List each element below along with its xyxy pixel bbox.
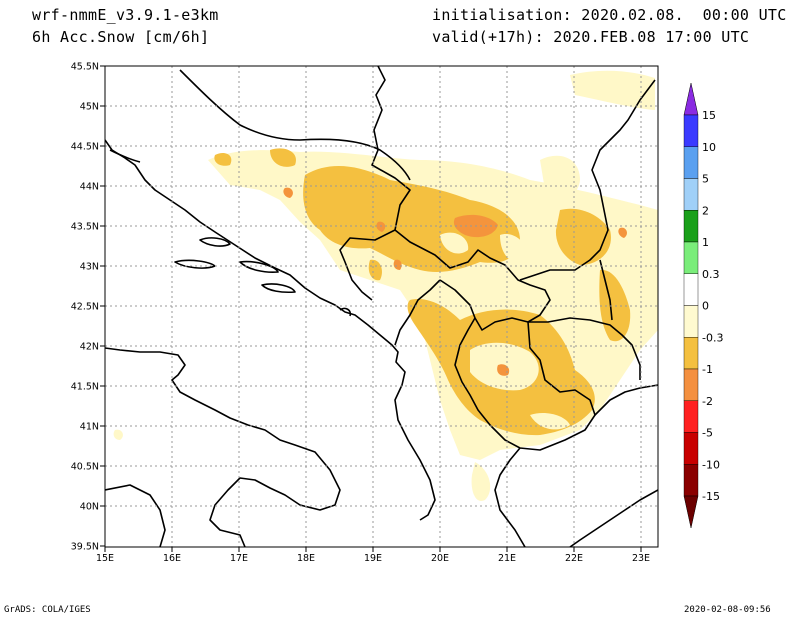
longitude-labels: 15E 16E 17E 18E 19E 20E 21E 22E 23E	[96, 547, 650, 564]
colorbar-label: 10	[702, 141, 716, 154]
colorbar-bin	[683, 178, 699, 211]
colorbar-label: -1	[702, 363, 713, 376]
colorbar-bin	[683, 368, 699, 401]
lon-label: 19E	[364, 553, 382, 564]
colorbar-bin	[683, 210, 699, 243]
colorbar-bin	[683, 305, 699, 338]
lat-label: 40.5N	[71, 462, 99, 473]
lat-label: 45N	[80, 102, 99, 113]
colorbar-label: 1	[702, 236, 709, 249]
colorbar-label: 5	[702, 173, 709, 186]
snow-field	[113, 70, 658, 501]
colorbar-bin	[683, 337, 699, 370]
lat-label: 43.5N	[71, 222, 99, 233]
field-title: 6h Acc.Snow [cm/6h]	[32, 28, 210, 46]
colorbar-label: -5	[702, 427, 713, 440]
colorbar-bin	[683, 114, 699, 147]
lon-label: 18E	[297, 553, 315, 564]
footer-timestamp: 2020-02-08-09:56	[684, 605, 771, 615]
lon-label: 22E	[565, 553, 583, 564]
lon-label: 17E	[230, 553, 248, 564]
lat-label: 40N	[80, 502, 99, 513]
colorbar-bin	[683, 146, 699, 179]
footer-credit: GrADS: COLA/IGES	[4, 605, 91, 615]
lat-label: 44.5N	[71, 142, 99, 153]
lat-label: 41.5N	[71, 382, 99, 393]
colorbar-bottom-arrow	[683, 495, 699, 529]
colorbar-label: 2	[702, 204, 709, 217]
lon-label: 20E	[431, 553, 449, 564]
lat-label: 42.5N	[71, 302, 99, 313]
colorbar-label: -2	[702, 395, 713, 408]
lon-label: 15E	[96, 553, 114, 564]
colorbar-label: -10	[702, 458, 720, 471]
model-title: wrf-nmmE_v3.9.1-e3km	[32, 6, 219, 24]
lat-label: 43N	[80, 262, 99, 273]
colorbar-label: 15	[702, 109, 716, 122]
colorbar-label: 0	[702, 300, 709, 313]
valid-time: valid(+17h): 2020.FEB.08 17:00 UTC	[432, 28, 750, 46]
lon-label: 16E	[163, 553, 181, 564]
colorbar-label: -15	[702, 490, 720, 503]
lat-label: 39.5N	[71, 542, 99, 553]
lat-label: 42N	[80, 342, 99, 353]
colorbar-bin	[683, 400, 699, 433]
lat-label: 44N	[80, 182, 99, 193]
colorbar-label: 0.3	[702, 268, 720, 281]
colorbar-bin	[683, 241, 699, 274]
colorbar: 15 10 5 2 1 0.3 0 -0.3 -1 -2 -5 -10 -15	[683, 82, 723, 529]
latitude-labels: 45.5N 45N 44.5N 44N 43.5N 43N 42.5N 42N 41.5N 41N…	[71, 62, 105, 553]
colorbar-top-arrow	[683, 82, 699, 116]
lon-label: 23E	[632, 553, 650, 564]
colorbar-label: -0.3	[702, 331, 723, 344]
colorbar-bin	[683, 273, 699, 306]
colorbar-bin	[683, 432, 699, 465]
graticule	[105, 66, 658, 547]
init-time: initialisation: 2020.02.08. 00:00 UTC	[432, 6, 787, 24]
lon-label: 21E	[498, 553, 516, 564]
colorbar-bin	[683, 464, 699, 497]
lat-label: 41N	[80, 422, 99, 433]
lat-label: 45.5N	[71, 62, 99, 73]
